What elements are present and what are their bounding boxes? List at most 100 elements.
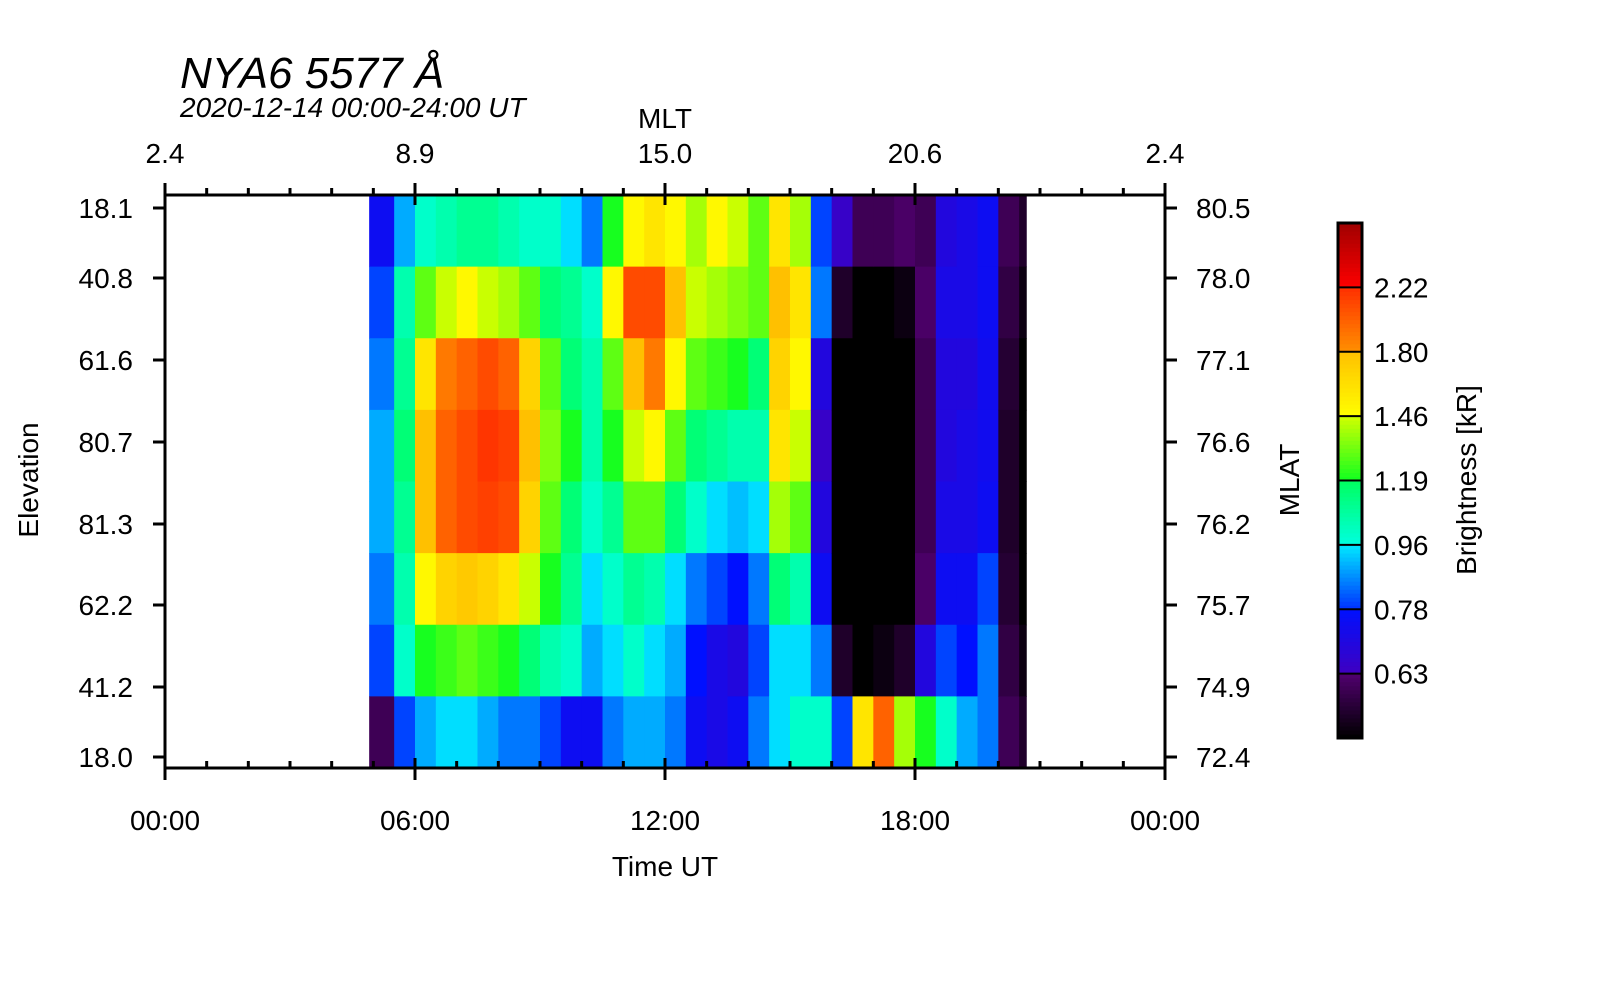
heatmap-cell — [831, 266, 853, 339]
colorbar-swatch — [1338, 657, 1362, 663]
colorbar-swatch — [1338, 468, 1362, 474]
colorbar-swatch — [1338, 231, 1362, 236]
heatmap-cell — [685, 553, 708, 626]
colorbar-tick-label: 2.22 — [1374, 272, 1429, 303]
colorbar-swatch — [1338, 367, 1362, 373]
heatmap-cell — [498, 553, 520, 626]
heatmap-cell — [394, 338, 416, 411]
heatmap-cell — [435, 481, 458, 554]
colorbar-swatch — [1338, 484, 1362, 490]
heatmap-cell — [498, 338, 520, 411]
chart-subtitle: 2020-12-14 00:00-24:00 UT — [179, 92, 527, 123]
heatmap-cell — [977, 266, 999, 339]
heatmap-cell — [560, 553, 583, 626]
colorbar-swatch — [1338, 404, 1362, 409]
heatmap-cell — [581, 696, 603, 769]
heatmap-cell — [706, 338, 728, 411]
heatmap-cell — [831, 696, 853, 769]
colorbar-swatch — [1338, 685, 1362, 691]
colorbar-swatch — [1338, 577, 1362, 582]
colorbar-swatch — [1338, 516, 1362, 522]
heatmap-cell — [685, 338, 708, 411]
colorbar-swatch — [1338, 247, 1362, 252]
heatmap-cell — [665, 409, 687, 482]
heatmap-cell — [977, 195, 999, 268]
colorbar-swatch — [1338, 323, 1362, 329]
heatmap-cell — [748, 553, 770, 626]
colorbar-swatch — [1338, 400, 1362, 405]
colorbar-swatch — [1338, 725, 1362, 731]
colorbar-swatch — [1338, 589, 1362, 594]
colorbar-swatch — [1338, 677, 1362, 683]
heatmap-cell — [873, 481, 895, 554]
heatmap-cell — [790, 409, 812, 482]
heatmap-cell — [873, 409, 895, 482]
heatmap-cell — [685, 266, 708, 339]
colorbar-swatch — [1338, 673, 1362, 679]
heatmap-cell — [977, 553, 999, 626]
colorbar-swatch — [1338, 428, 1362, 433]
heatmap-cell — [852, 481, 874, 554]
colorbar-swatch — [1338, 613, 1362, 618]
heatmap-cell — [540, 409, 562, 482]
heatmap-cell — [498, 409, 520, 482]
heatmap-cell — [706, 696, 728, 769]
colorbar-swatch — [1338, 581, 1362, 586]
heatmap-cell — [498, 195, 520, 268]
colorbar-swatch — [1338, 560, 1362, 566]
top-tick-label: 15.0 — [638, 138, 693, 169]
heatmap-cell — [998, 696, 1020, 769]
colorbar-swatch — [1338, 528, 1362, 534]
heatmap-cell — [977, 409, 999, 482]
x-tick-label: 18:00 — [880, 805, 950, 836]
heatmap-cell — [456, 195, 478, 268]
heatmap-cell — [477, 266, 499, 339]
heatmap-cell — [998, 195, 1020, 268]
heatmap-cell — [915, 696, 937, 769]
heatmap-cell — [456, 553, 478, 626]
top-tick-label: 2.4 — [146, 138, 185, 169]
colorbar-swatch — [1338, 355, 1362, 361]
colorbar-swatch — [1338, 717, 1362, 723]
heatmap-cell — [665, 266, 687, 339]
colorbar-swatch — [1338, 363, 1362, 369]
colorbar-swatch — [1338, 564, 1362, 570]
colorbar-swatch — [1338, 444, 1362, 449]
colorbar-swatch — [1338, 524, 1362, 530]
heatmap-cell — [644, 696, 666, 769]
colorbar-swatch — [1338, 701, 1362, 707]
heatmap-cell — [685, 409, 708, 482]
heatmap-cell — [706, 195, 728, 268]
colorbar-swatch — [1338, 299, 1362, 305]
colorbar-swatch — [1338, 307, 1362, 313]
colorbar-swatch — [1338, 259, 1362, 264]
heatmap-cell — [581, 553, 603, 626]
colorbar-swatch — [1338, 239, 1362, 244]
heatmap-cell — [748, 481, 770, 554]
colorbar-swatch — [1338, 331, 1362, 337]
heatmap-cell — [998, 624, 1020, 697]
heatmap-cell — [394, 409, 416, 482]
colorbar-swatch — [1338, 669, 1362, 675]
colorbar-tick-label: 1.19 — [1374, 466, 1429, 497]
heatmap-cell — [810, 338, 833, 411]
heatmap-cell — [956, 338, 978, 411]
colorbar-swatch — [1338, 585, 1362, 590]
heatmap-cell — [873, 338, 895, 411]
colorbar-swatch — [1338, 552, 1362, 558]
y-tick-label: 61.6 — [79, 345, 134, 376]
heatmap-cell — [977, 338, 999, 411]
heatmap-cell — [810, 553, 833, 626]
colorbar-swatch — [1338, 275, 1362, 280]
heatmap-cell — [394, 553, 416, 626]
heatmap-cell — [894, 266, 916, 339]
heatmap-cell — [790, 195, 812, 268]
x-tick-label: 00:00 — [130, 805, 200, 836]
colorbar-swatch — [1338, 665, 1362, 671]
heatmap-cell — [415, 624, 437, 697]
heatmap-cell — [560, 266, 583, 339]
heatmap-cell — [369, 338, 395, 411]
heatmap-cell — [685, 624, 708, 697]
right-tick-label: 76.2 — [1196, 509, 1251, 540]
right-tick-label: 78.0 — [1196, 263, 1251, 294]
